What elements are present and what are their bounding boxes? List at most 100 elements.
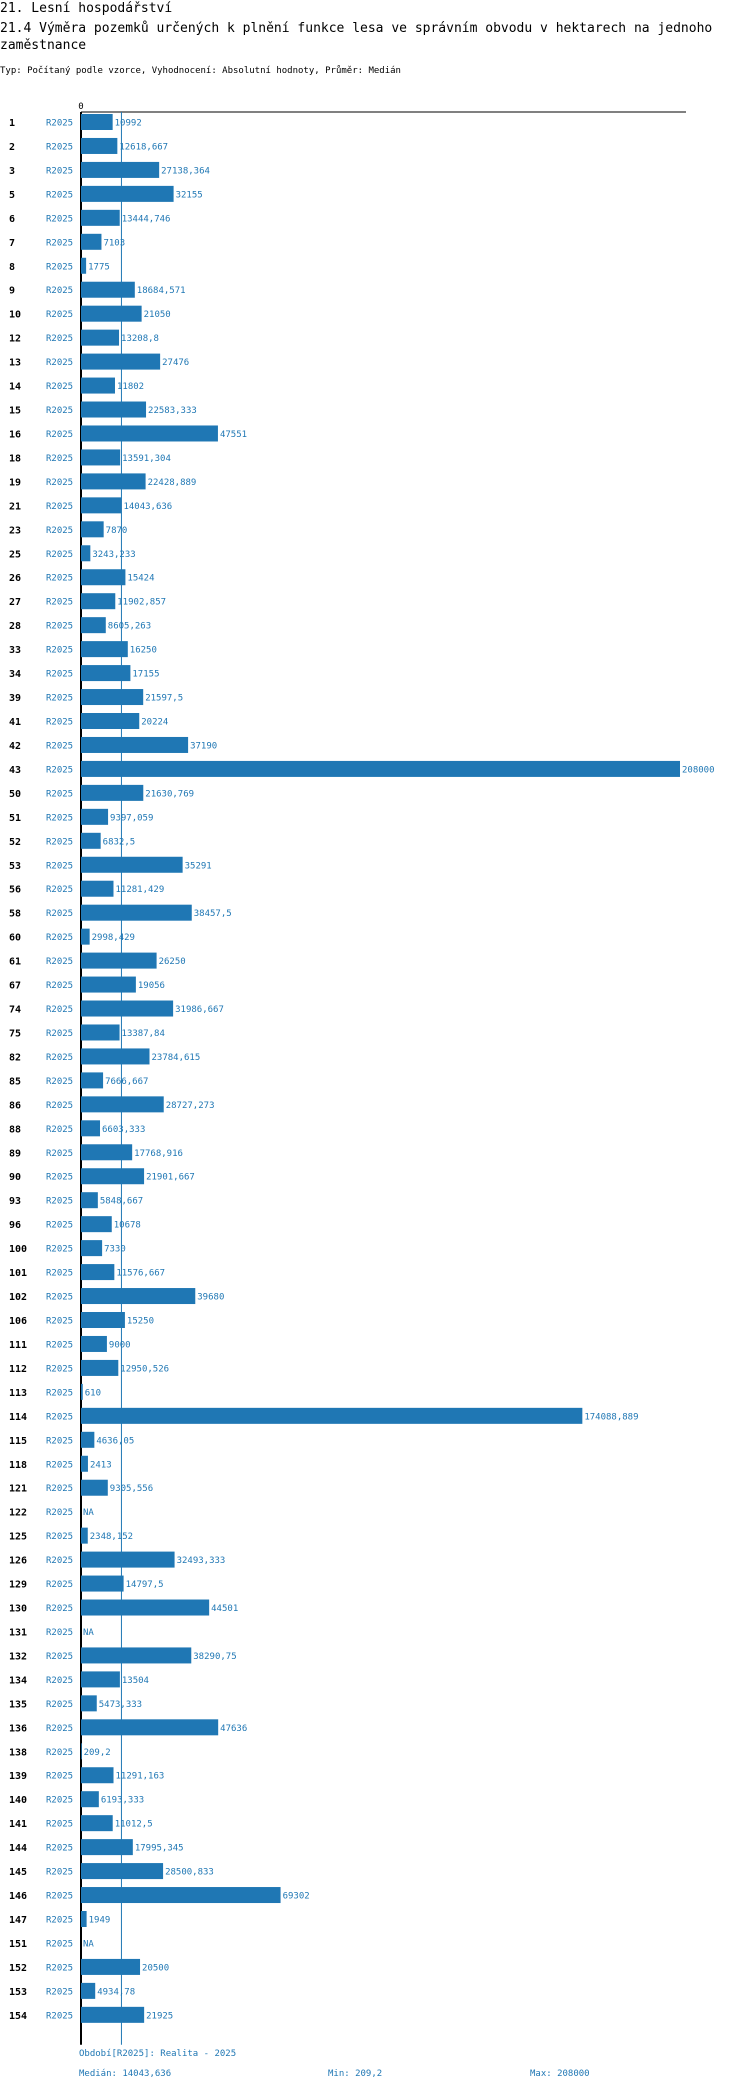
data-label: 6193,333: [101, 1796, 144, 1806]
category-label: 82: [9, 1052, 21, 1063]
category-label: 13: [9, 358, 21, 369]
bar: [81, 1144, 133, 1161]
data-label: 27138,364: [161, 166, 210, 176]
series-label: R2025: [46, 1820, 73, 1830]
bar: [81, 736, 189, 753]
series-label: R2025: [46, 1053, 73, 1063]
category-label: 34: [9, 669, 21, 680]
bar: [81, 2006, 145, 2023]
series-label: R2025: [46, 1484, 73, 1494]
data-label: 32155: [176, 190, 203, 200]
bar: [81, 808, 109, 825]
bar: [81, 233, 102, 250]
bar: [81, 1000, 174, 1017]
series-label: R2025: [46, 1317, 73, 1327]
data-label: 15250: [127, 1317, 154, 1327]
series-label: R2025: [46, 622, 73, 632]
category-label: 7: [9, 238, 15, 249]
category-label: 10: [9, 310, 21, 321]
bar: [81, 952, 157, 969]
series-label: R2025: [46, 1772, 73, 1782]
series-label: R2025: [46, 142, 73, 152]
series-label: R2025: [46, 1412, 73, 1422]
data-label: 13208,8: [121, 334, 159, 344]
bar: [81, 449, 121, 466]
category-label: 12: [9, 334, 21, 345]
data-label: 27476: [162, 358, 189, 368]
category-label: 56: [9, 885, 21, 896]
series-label: R2025: [46, 813, 73, 823]
bar: [81, 1192, 98, 1209]
series-label: R2025: [46, 2011, 73, 2021]
bar: [81, 1120, 101, 1137]
category-label: 60: [9, 933, 21, 944]
category-label: 27: [9, 597, 21, 608]
data-label: 32493,333: [177, 1556, 226, 1566]
data-label: 5473,333: [99, 1700, 142, 1710]
category-label: 122: [9, 1508, 27, 1519]
data-label: 6603,333: [102, 1125, 145, 1135]
data-label: 209,2: [84, 1748, 111, 1758]
data-label: 14043,636: [123, 502, 172, 512]
bar: [81, 569, 126, 586]
bar: [81, 1719, 219, 1736]
series-label: R2025: [46, 957, 73, 967]
data-label: 28500,833: [165, 1868, 214, 1878]
data-label: 38290,75: [193, 1652, 236, 1662]
data-label: 18684,571: [137, 286, 186, 296]
category-label: 21: [9, 501, 21, 512]
series-label: R2025: [46, 1460, 73, 1470]
category-label: 39: [9, 693, 21, 704]
bar: [81, 1647, 192, 1664]
data-label: 13591,304: [122, 454, 171, 464]
series-label: R2025: [46, 502, 73, 512]
bar: [81, 1431, 95, 1448]
bar: [81, 856, 183, 873]
category-label: 125: [9, 1532, 27, 1543]
series-label: R2025: [46, 861, 73, 871]
series-label: R2025: [46, 382, 73, 392]
series-label: R2025: [46, 670, 73, 680]
bar: [81, 928, 90, 945]
series-label: R2025: [46, 1844, 73, 1854]
data-label: 9305,556: [110, 1484, 153, 1494]
category-label: 141: [9, 1819, 27, 1830]
bar: [81, 209, 120, 226]
data-label: 17995,345: [135, 1844, 184, 1854]
bar: [81, 1264, 115, 1281]
category-label: 16: [9, 429, 21, 440]
bar: [81, 1024, 120, 1041]
series-label: R2025: [46, 574, 73, 584]
footer-max: Max: 208000: [530, 2069, 590, 2079]
data-label: 17768,916: [134, 1149, 183, 1159]
bar: [81, 617, 106, 634]
category-label: 139: [9, 1771, 27, 1782]
series-label: R2025: [46, 837, 73, 847]
data-label: 9000: [109, 1340, 131, 1350]
series-label: R2025: [46, 1939, 73, 1949]
series-label: R2025: [46, 1628, 73, 1638]
category-label: 113: [9, 1388, 27, 1399]
category-label: 129: [9, 1580, 27, 1591]
bar: [81, 1982, 96, 1999]
series-label: R2025: [46, 1388, 73, 1398]
data-label: 2413: [90, 1460, 112, 1470]
data-label: 610: [85, 1388, 101, 1398]
series-label: R2025: [46, 885, 73, 895]
data-label: 19056: [138, 981, 165, 991]
data-label: 22428,889: [148, 478, 197, 488]
data-label: 12950,526: [120, 1364, 169, 1374]
bar: [81, 1839, 133, 1856]
bar: [81, 976, 136, 993]
category-label: 52: [9, 837, 21, 848]
data-label: 11012,5: [115, 1820, 153, 1830]
data-label: 5848,667: [100, 1197, 143, 1207]
data-label: 13444,746: [122, 214, 171, 224]
category-label: 50: [9, 789, 21, 800]
bar: [81, 329, 120, 346]
category-label: 75: [9, 1028, 21, 1039]
data-label: 47551: [220, 430, 247, 440]
bar: [81, 713, 140, 729]
bar: [81, 1767, 114, 1784]
series-label: R2025: [46, 1748, 73, 1758]
